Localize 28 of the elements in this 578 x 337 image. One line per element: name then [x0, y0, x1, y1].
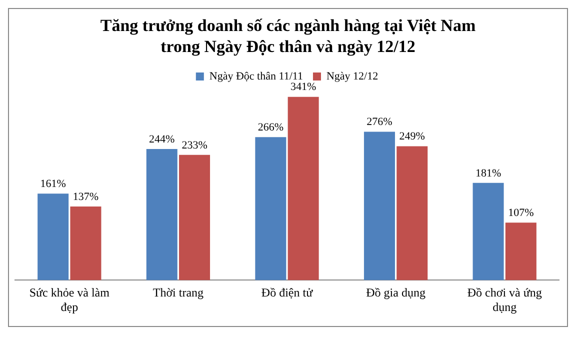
- x-tick-label: Thời trang: [152, 286, 204, 300]
- bar: [288, 96, 319, 280]
- bar: [179, 154, 210, 280]
- bar: [472, 182, 504, 280]
- data-label: 137%: [72, 190, 99, 203]
- data-label: 244%: [149, 133, 175, 146]
- bar: [396, 146, 428, 280]
- bar: [70, 206, 102, 280]
- x-tick-label: Sức khỏe và làm đẹp: [29, 286, 110, 314]
- data-label: 249%: [399, 130, 425, 143]
- x-tick-label: Đồ chơi và ứng dụng: [467, 286, 542, 314]
- legend-label: Ngày Độc thân 11/11: [209, 70, 303, 82]
- data-label: 266%: [258, 122, 284, 134]
- bar: [505, 222, 536, 280]
- data-label: 341%: [290, 81, 316, 94]
- x-tick-label: Đồ gia dụng: [366, 286, 426, 300]
- bar: [146, 149, 178, 280]
- data-label: 161%: [40, 178, 66, 190]
- data-label: 276%: [366, 116, 392, 128]
- data-label: 181%: [475, 167, 502, 180]
- bar: [38, 194, 69, 280]
- x-tick-label: Đồ điện tử: [261, 286, 314, 300]
- bar: [364, 132, 395, 280]
- data-label: 233%: [182, 139, 208, 152]
- legend-label: Ngày 12/12: [326, 70, 378, 82]
- bar: [255, 137, 286, 280]
- data-label: 107%: [508, 207, 534, 220]
- chart-title: Tăng trưởng doanh số các ngành hàng tại Việt Nam trong Ngày Độc thân và ngày 12/12: [99, 15, 477, 57]
